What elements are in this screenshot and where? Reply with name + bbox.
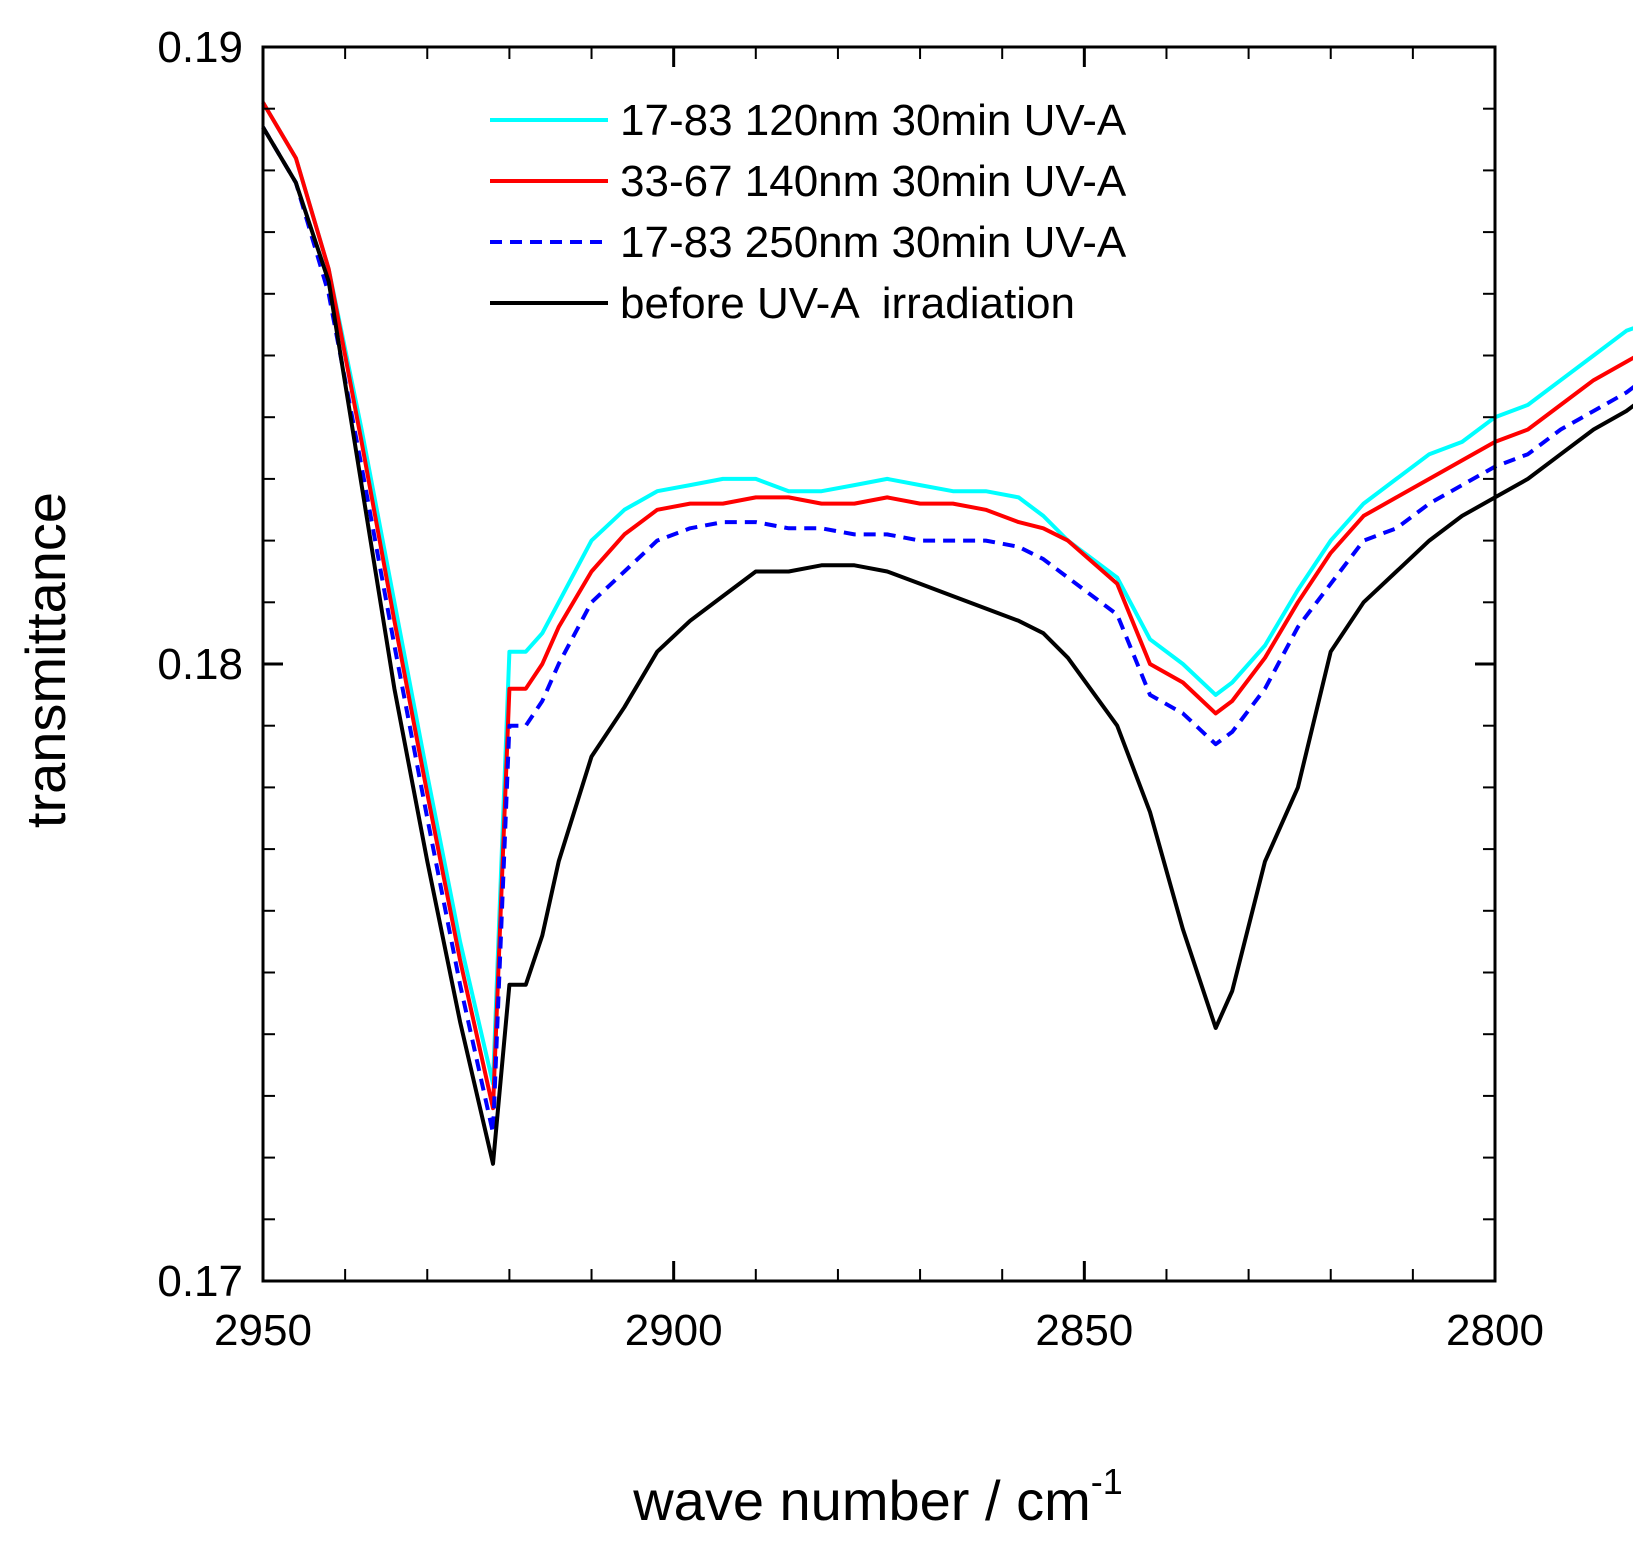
series-line-4	[261, 126, 1633, 1166]
x-tick-label: 2900	[625, 1306, 723, 1355]
x-axis-title-text: wave number / cm	[632, 1469, 1091, 1532]
legend-label-3: 17-83 250nm 30min UV-A	[620, 218, 1127, 267]
legend-label-2: 33-67 140nm 30min UV-A	[620, 157, 1127, 206]
series-line-2	[261, 101, 1633, 1111]
legend-label-1: 17-83 120nm 30min UV-A	[620, 96, 1127, 145]
y-axis-title: transmittance	[14, 492, 77, 828]
plot-area	[261, 101, 1633, 1166]
x-tick-label: 2850	[1035, 1306, 1133, 1355]
y-tick-label: 0.17	[157, 1257, 243, 1306]
x-tick-label: 2800	[1446, 1306, 1544, 1355]
x-tick-label: 2950	[214, 1306, 312, 1355]
legend: 17-83 120nm 30min UV-A 33-67 140nm 30min …	[490, 96, 1127, 328]
y-tick-label: 0.18	[157, 640, 243, 689]
series-line-1	[261, 101, 1633, 1086]
legend-label-4: before UV-A irradiation	[620, 279, 1075, 328]
y-tick-label: 0.19	[157, 23, 243, 72]
x-axis-title-superscript: -1	[1091, 1461, 1123, 1502]
axes: 2950 2900 2850 2800 0.17 0.18 0.19	[157, 23, 1544, 1355]
series-line-3	[261, 126, 1633, 1135]
x-axis-title: wave number / cm-1	[632, 1461, 1123, 1532]
